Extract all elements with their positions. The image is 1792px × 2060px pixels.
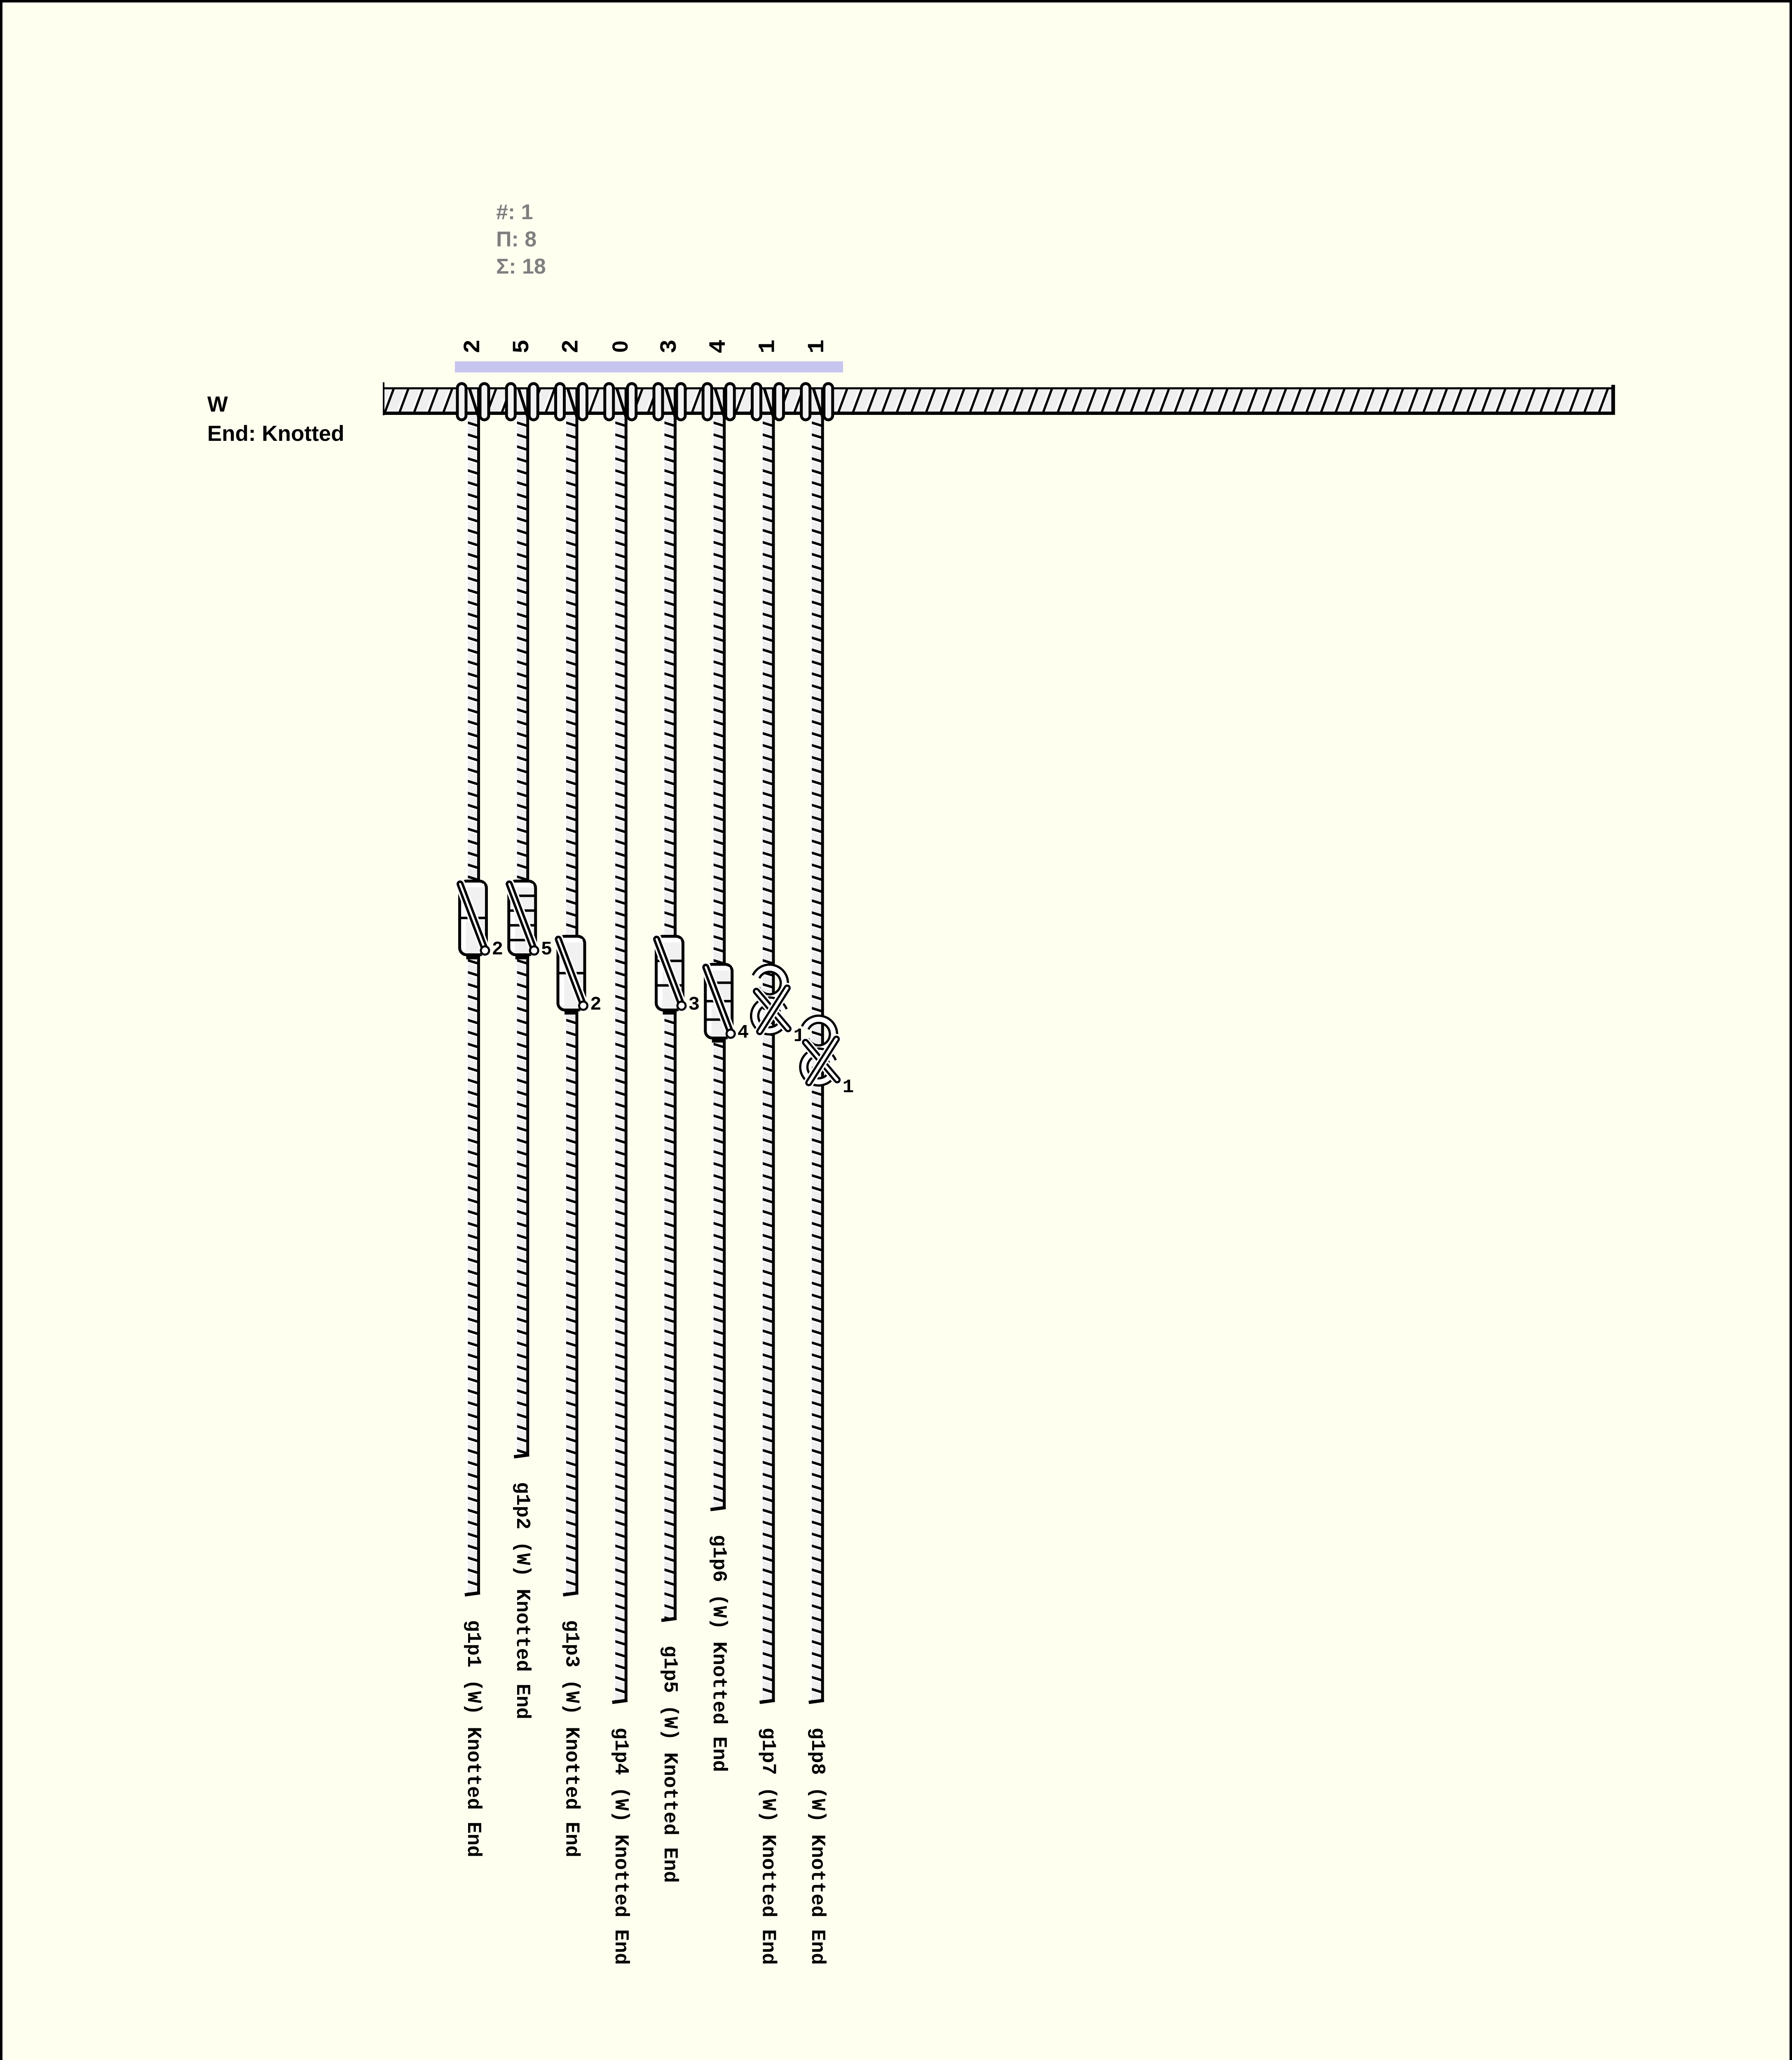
svg-text:g1p4 (W) Knotted End: g1p4 (W) Knotted End	[609, 1728, 632, 1965]
svg-text:g1p5 (W) Knotted End: g1p5 (W) Knotted End	[658, 1646, 681, 1883]
svg-text:g1p8 (W) Knotted End: g1p8 (W) Knotted End	[806, 1728, 828, 1965]
svg-text:Σ: 18: Σ: 18	[496, 255, 546, 279]
svg-text:1: 1	[755, 339, 782, 353]
svg-text:2: 2	[590, 994, 602, 1016]
svg-text:End: Knotted: End: Knotted	[207, 421, 344, 446]
svg-text:g1p2 (W) Knotted End: g1p2 (W) Knotted End	[511, 1482, 533, 1719]
svg-text:4: 4	[706, 339, 732, 353]
svg-text:1: 1	[843, 1077, 854, 1098]
svg-text:3: 3	[657, 339, 683, 353]
svg-text:2: 2	[492, 939, 504, 960]
svg-text:#: 1: #: 1	[496, 200, 533, 224]
svg-text:W: W	[207, 392, 228, 417]
svg-text:g1p3 (W) Knotted End: g1p3 (W) Knotted End	[560, 1620, 583, 1857]
svg-text:4: 4	[738, 1022, 749, 1044]
svg-text:1: 1	[804, 339, 831, 353]
svg-text:5: 5	[509, 339, 536, 353]
svg-text:3: 3	[689, 994, 700, 1016]
svg-text:5: 5	[541, 939, 553, 960]
svg-text:2: 2	[460, 339, 487, 353]
svg-text:g1p1 (W) Knotted End: g1p1 (W) Knotted End	[462, 1620, 484, 1857]
svg-text:g1p6 (W) Knotted End: g1p6 (W) Knotted End	[707, 1535, 730, 1772]
svg-text:g1p7 (W) Knotted End: g1p7 (W) Knotted End	[757, 1728, 779, 1965]
svg-text:Π: 8: Π: 8	[496, 227, 536, 251]
svg-text:0: 0	[608, 341, 632, 353]
svg-text:2: 2	[559, 339, 585, 353]
